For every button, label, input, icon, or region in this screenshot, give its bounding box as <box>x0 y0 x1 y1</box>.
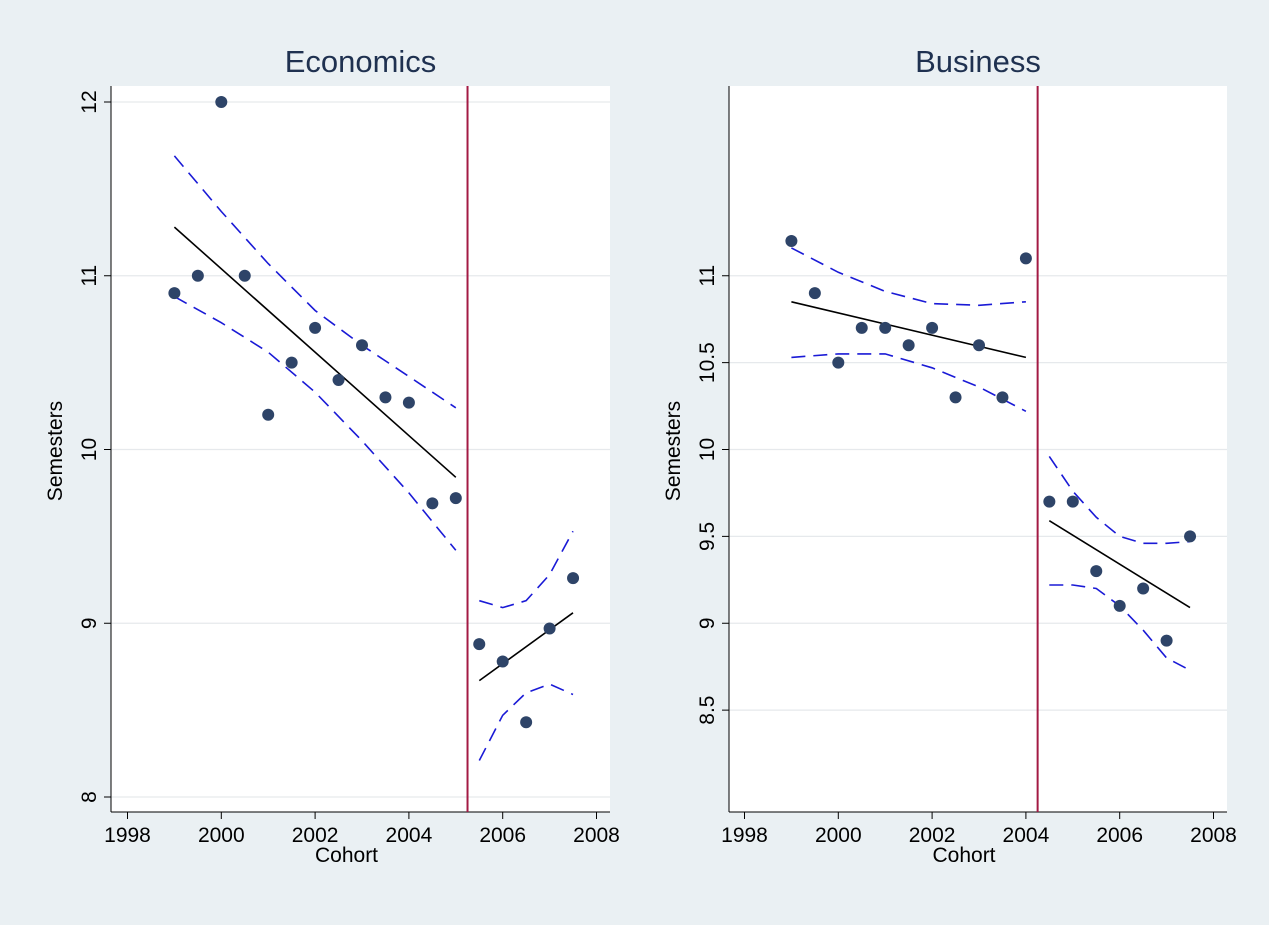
ci-lower-line <box>478 683 574 761</box>
data-point <box>543 622 556 635</box>
data-point <box>785 235 798 247</box>
data-point <box>902 339 915 352</box>
x-tick-label: 2000 <box>198 824 245 847</box>
data-point <box>1090 565 1103 578</box>
y-tick-label: 11 <box>78 265 101 287</box>
data-point <box>402 396 415 409</box>
data-point <box>496 655 509 668</box>
data-point <box>449 492 462 505</box>
data-point <box>1184 530 1197 543</box>
y-axis-title: Semesters <box>662 401 685 501</box>
x-tick-label: 2002 <box>909 824 956 847</box>
x-axis-title: Cohort <box>315 844 378 867</box>
y-tick-label: 9.5 <box>696 522 719 551</box>
data-point <box>426 497 439 510</box>
data-point <box>262 408 275 421</box>
ci-lower-line <box>174 295 457 551</box>
data-point <box>191 269 204 282</box>
x-tick-label: 2002 <box>292 824 339 847</box>
y-tick-label: 8 <box>78 791 101 803</box>
data-point <box>855 321 868 334</box>
x-axis-title: Cohort <box>932 844 995 867</box>
y-tick-label: 11 <box>696 265 719 287</box>
y-tick-label: 10 <box>696 438 719 461</box>
data-point <box>973 339 985 352</box>
data-point <box>238 269 251 282</box>
y-tick-label: 9 <box>696 617 719 629</box>
fit-line <box>478 612 574 682</box>
data-point <box>926 321 939 334</box>
fit-line <box>1048 520 1191 609</box>
data-point <box>1160 634 1173 647</box>
x-tick-label: 2004 <box>386 824 433 847</box>
data-point <box>1113 599 1126 612</box>
y-tick-label: 10 <box>78 438 101 461</box>
x-tick-label: 2008 <box>1190 824 1237 847</box>
ci-upper-line <box>791 247 1026 307</box>
data-point <box>1137 582 1150 595</box>
panel-economics: 1998 2000 2002 2004 2006 2008 8 9 10 11 12 Cohort Se… <box>44 44 620 867</box>
data-point <box>832 356 845 369</box>
data-point <box>215 96 228 108</box>
panel-business: 1998 2000 2002 2004 2006 2008 8.5 9 9.5 10 10.5 11 C… <box>662 44 1237 867</box>
x-tick-label: 1998 <box>104 824 151 847</box>
data-point <box>332 374 345 386</box>
fit-line <box>173 226 457 478</box>
data-point <box>996 391 1009 404</box>
data-point <box>520 716 533 729</box>
y-tick-label: 8.5 <box>696 696 719 725</box>
data-point <box>309 321 322 334</box>
data-point <box>1019 252 1032 265</box>
data-point <box>1043 495 1056 508</box>
data-point <box>356 339 368 352</box>
ci-upper-line <box>479 530 574 609</box>
x-tick-label: 2004 <box>1003 824 1050 847</box>
x-tick-label: 2008 <box>573 824 620 847</box>
data-point <box>808 287 821 300</box>
ci-upper-line <box>1048 455 1191 545</box>
y-tick-label: 9 <box>78 617 101 629</box>
x-tick-label: 2006 <box>1096 824 1143 847</box>
data-point <box>1066 495 1079 508</box>
data-point <box>168 287 181 300</box>
x-tick-label: 1998 <box>721 824 768 847</box>
panel-title: Economics <box>285 44 437 79</box>
ci-lower-line <box>791 353 1027 413</box>
x-tick-label: 2006 <box>479 824 526 847</box>
x-tick-label: 2000 <box>815 824 862 847</box>
ci-upper-line <box>173 155 457 409</box>
y-axis-title: Semesters <box>44 401 67 501</box>
data-point <box>379 391 392 404</box>
y-tick-label: 10.5 <box>696 342 719 383</box>
y-tick-label: 12 <box>78 90 101 113</box>
fit-line <box>791 301 1027 359</box>
data-point <box>473 638 486 651</box>
data-point <box>567 572 580 585</box>
data-point <box>879 321 892 334</box>
data-point <box>949 391 962 404</box>
data-point <box>285 356 298 369</box>
panel-title: Business <box>915 44 1041 79</box>
